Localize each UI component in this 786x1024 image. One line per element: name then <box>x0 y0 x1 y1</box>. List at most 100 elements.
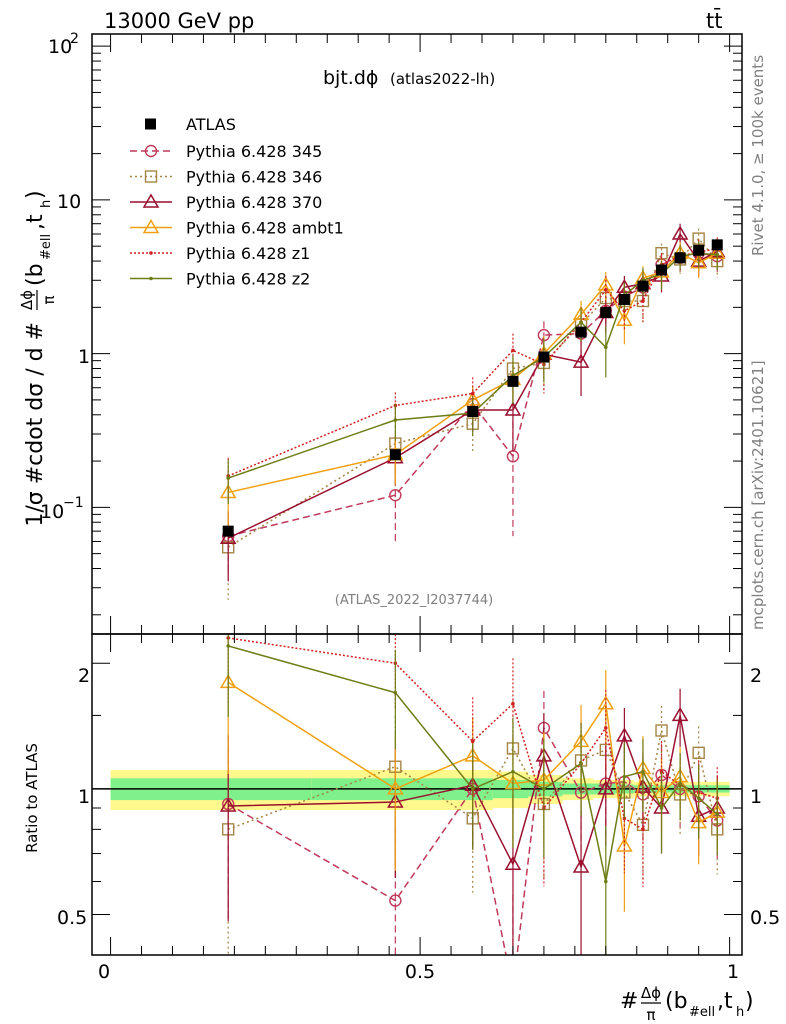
series-point-p345 <box>506 450 520 463</box>
ratio-ytick-0p5: 0.5 <box>57 907 87 929</box>
series-point-z2 <box>715 252 720 257</box>
legend-label-z2: Pythia 6.428 z2 <box>186 270 310 289</box>
ratio-frame <box>91 633 743 956</box>
ylabel-h: h <box>39 200 54 208</box>
atlas-data-point <box>674 252 686 264</box>
atlas-data-point <box>693 244 705 256</box>
ratio-point-z2 <box>604 879 608 884</box>
ratio-point-z1 <box>511 701 515 706</box>
atlas-data-point <box>711 239 723 251</box>
plot-title: bjt.dϕ <box>323 67 378 89</box>
series-point-z1 <box>470 391 475 396</box>
main-series <box>219 223 726 600</box>
ratio-ylabel: Ratio to ATLAS <box>23 743 41 853</box>
series-point-p370 <box>572 353 590 368</box>
ratio-point-z2 <box>659 806 664 810</box>
xlabel-den: π <box>646 1006 655 1024</box>
ratio-point-z2 <box>226 644 230 648</box>
ylabel-part0: 1/σ #cdot dσ / d # <box>23 322 48 527</box>
ratio-point-p346 <box>655 724 668 737</box>
ratio-point-z2 <box>470 787 475 791</box>
ratio-point-z2 <box>622 774 627 779</box>
atlas-data-point <box>600 307 612 319</box>
ytick-label-0p1-exp: −1 <box>63 495 84 511</box>
ylabel-den: π <box>40 295 58 304</box>
xlabel-close: ) <box>745 989 754 1014</box>
ratio-point-ambt1 <box>597 695 615 710</box>
ratio-point-z2 <box>579 761 583 766</box>
ytick-label-1: 1 <box>78 346 90 368</box>
atlas-data-point <box>467 406 479 418</box>
series-point-p345 <box>389 488 402 502</box>
ratio-point-ambt1 <box>616 837 633 852</box>
ylabel-t: ,t <box>23 214 48 230</box>
series-point-ambt1 <box>616 311 633 326</box>
ratio-ytick-1: 1 <box>78 786 90 808</box>
xlabel-ell: #ell <box>689 1005 715 1020</box>
ratio-point-p370 <box>572 858 590 873</box>
xlabel-h: h <box>736 1005 744 1020</box>
main-ytick-labels: 10 −1 1 10 10 2 <box>40 31 90 523</box>
ratio-point-z2 <box>641 769 645 774</box>
xtick-label-0: 0 <box>98 961 110 983</box>
ylabel-ell: #ell <box>39 234 54 260</box>
analysis-id: (ATLAS_2022_I2037744) <box>335 593 493 608</box>
series-point-p370 <box>671 225 689 240</box>
xlabel-t: ,t <box>717 989 733 1014</box>
xtick-label-0p5: 0.5 <box>405 961 435 983</box>
series-point-z2 <box>604 345 608 350</box>
atlas-data-point <box>507 375 519 387</box>
rivet-label: Rivet 4.1.0, ≥ 100k events <box>749 55 767 256</box>
legend-marker-p370 <box>142 193 160 208</box>
atlas-data-point <box>538 351 550 363</box>
atlas-data-point <box>618 293 630 305</box>
series-point-p370 <box>504 401 522 416</box>
ratio-point-ambt1 <box>387 780 404 795</box>
series-point-p370 <box>219 529 237 544</box>
svg-text:1/σ #cdot dσ / d #: 1/σ #cdot dσ / d # <box>23 322 48 527</box>
ytick-label-10: 10 <box>57 191 81 213</box>
atlas-data-point <box>575 326 587 338</box>
ylabel-num: Δϕ <box>18 290 36 310</box>
legend-label-p370: Pythia 6.428 370 <box>186 193 322 212</box>
main-ylabel: 1/σ #cdot dσ / d # Δϕ π (b #ell ,t h ) <box>18 190 58 526</box>
ratio-point-z2 <box>678 781 682 786</box>
series-point-z1 <box>641 299 645 303</box>
legend-label-atlas: ATLAS <box>186 115 236 134</box>
ratio-ytick-2-right: 2 <box>750 665 762 687</box>
xlabel: # Δϕ π (b #ell ,t h ) <box>620 984 754 1024</box>
ylabel-b: (b <box>23 263 48 286</box>
ratio-ytick-2: 2 <box>78 665 90 687</box>
ratio-point-z2 <box>393 690 398 695</box>
ratio-point-p345 <box>389 894 402 907</box>
ratio-point-z1 <box>470 739 475 744</box>
ratio-point-z2 <box>715 812 720 816</box>
xlabel-hash: # <box>620 989 638 1014</box>
plot-title-sub: (atlas2022-lh) <box>390 70 495 88</box>
mcplots-label: mcplots.cern.ch [arXiv:2401.10621] <box>749 360 767 630</box>
legend-label-p345: Pythia 6.428 345 <box>186 142 322 161</box>
series-point-z1 <box>511 348 515 353</box>
atlas-data-point <box>389 449 401 461</box>
ytick-label-0p1: 10 <box>40 501 64 523</box>
legend-marker-z1 <box>149 251 153 255</box>
ytick-label-100: 10 <box>48 36 72 58</box>
ratio-point-z2 <box>511 769 515 774</box>
ylabel-close: ) <box>23 190 48 199</box>
xtick-label-1: 1 <box>727 961 739 983</box>
legend-label-ambt1: Pythia 6.428 ambt1 <box>186 219 344 238</box>
legend: ATLAS Pythia 6.428 345 Pythia 6.428 346 Pyt… <box>130 115 344 289</box>
ratio-point-p346 <box>692 746 705 760</box>
ratio-point-z2 <box>696 796 701 800</box>
series-point-z1 <box>604 288 608 292</box>
ratio-point-p370 <box>671 706 689 722</box>
series-point-z2 <box>226 476 230 480</box>
atlas-data-point <box>637 280 649 292</box>
ratio-point-z2 <box>542 787 546 791</box>
series-point-z2 <box>393 418 398 422</box>
ratio-point-p370 <box>504 855 522 870</box>
ratio-point-z1 <box>641 827 645 832</box>
ratio-ytick-0p5-right: 0.5 <box>750 907 780 929</box>
ratio-ytick-1-right: 1 <box>750 786 762 808</box>
